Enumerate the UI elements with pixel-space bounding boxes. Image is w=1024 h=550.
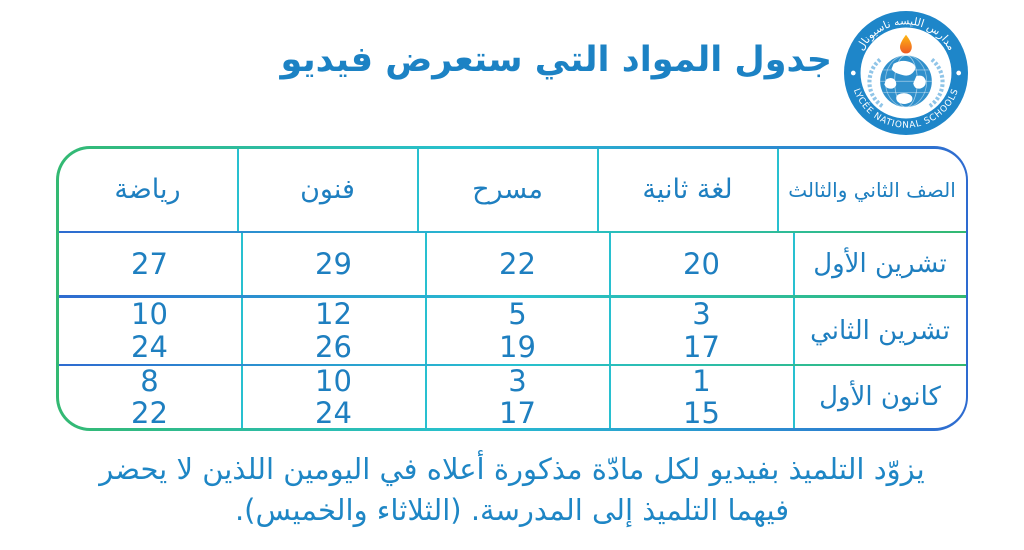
table-row-november: تشرين الثاني 3 17 5 19 12 26 10 24 [59,297,966,364]
column-header-second-language: لغة ثانية [599,148,779,231]
table-cell: 29 [243,233,427,295]
table-cell: 10 24 [243,364,427,428]
row-label: تشرين الثاني [810,315,950,346]
table-cell: 10 24 [59,297,243,364]
table-cell: 1 15 [611,364,795,428]
corner-header: الصف الثاني والثالث [788,177,956,202]
table-cell: 8 22 [59,364,243,428]
table-cell: 3 17 [611,297,795,364]
schedule-table: الصف الثاني والثالث لغة ثانية مسرح فنون … [56,146,968,431]
wreath-left [867,57,884,108]
column-header-sports: رياضة [59,148,239,231]
table-row-december: كانون الأول 1 15 3 17 10 24 8 22 [59,364,966,428]
table-header-row: الصف الثاني والثالث لغة ثانية مسرح فنون … [59,148,966,231]
table-row-october: تشرين الأول 20 22 29 27 [59,233,966,295]
row-label: تشرين الأول [813,249,947,279]
table-cell: 3 17 [427,364,611,428]
table-cell: 22 [427,233,611,295]
table-cell: 5 19 [427,297,611,364]
page-title: جدول المواد التي ستعرض فيديو [280,40,832,80]
table-cell: 20 [611,233,795,295]
table-cell: 27 [59,233,243,295]
row-divider [58,230,966,233]
row-label: كانون الأول [819,382,941,412]
column-header-theater: مسرح [419,148,599,231]
school-logo: مدارس الليسه ناسيونال LYCÉE NATIONAL SCH… [844,11,968,135]
column-header-arts: فنون [239,148,419,231]
footnote-text: يزوّد التلميذ بفيديو لكل مادّة مذكورة أع… [99,451,925,527]
row-divider [58,295,966,298]
wreath-right [928,57,945,108]
table-cell: 12 26 [243,297,427,364]
globe-icon [880,55,932,108]
logo-dot-left [850,70,856,76]
row-divider [58,363,966,366]
logo-dot-right [956,70,962,76]
flame-icon [900,34,912,54]
page-header: جدول المواد التي ستعرض فيديو مدارس الليس… [0,0,1024,146]
